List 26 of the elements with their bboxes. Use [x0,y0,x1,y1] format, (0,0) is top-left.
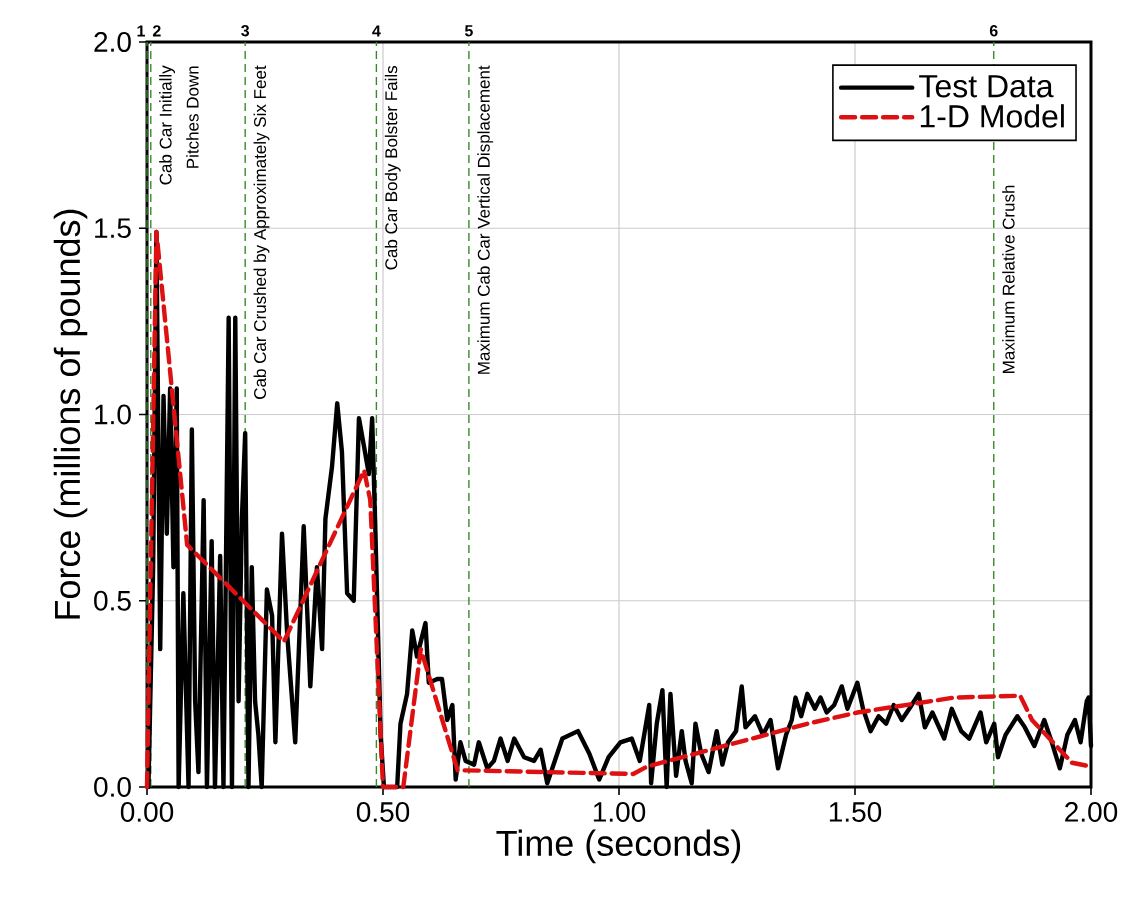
annotation: 3 [241,25,250,37]
annotation: 4 [372,25,381,37]
annotation: 2 [152,25,161,37]
y-tick-label: 0.0 [94,777,131,797]
annotation: Pitches Down [186,66,199,168]
y-tick-label: 1.5 [95,218,131,239]
annotation: Cab Car Initially [159,65,176,185]
y-tick-label: 2.0 [94,32,131,52]
annotation: 1 [137,25,145,37]
annotation: 5 [464,25,473,37]
annotation: Maximum Cab Car Vertical Displacement [477,65,494,374]
annotation: Cab Car Crushed by Approximately Six Feet [253,65,270,399]
legend-label: Test Data [919,75,1054,98]
annotation: 6 [989,25,998,37]
x-tick-label: 2.00 [1065,802,1118,822]
x-tick-label: 0.50 [356,802,410,822]
annotation: Cab Car Body Bolster Fails [384,65,401,270]
legend-label: 1-D Model [920,104,1064,128]
x-tick-label: 0.00 [120,802,174,822]
y-axis-title: Force (millions of pounds) [53,209,88,619]
y-tick-label: 0.5 [94,590,131,611]
x-axis-title: Time (seconds) [496,829,741,864]
annotation: Maximum Relative Crush [1002,185,1015,373]
x-tick-label: 1.00 [593,802,646,822]
y-tick-label: 1.0 [95,404,131,425]
x-tick-label: 1.50 [829,802,882,822]
